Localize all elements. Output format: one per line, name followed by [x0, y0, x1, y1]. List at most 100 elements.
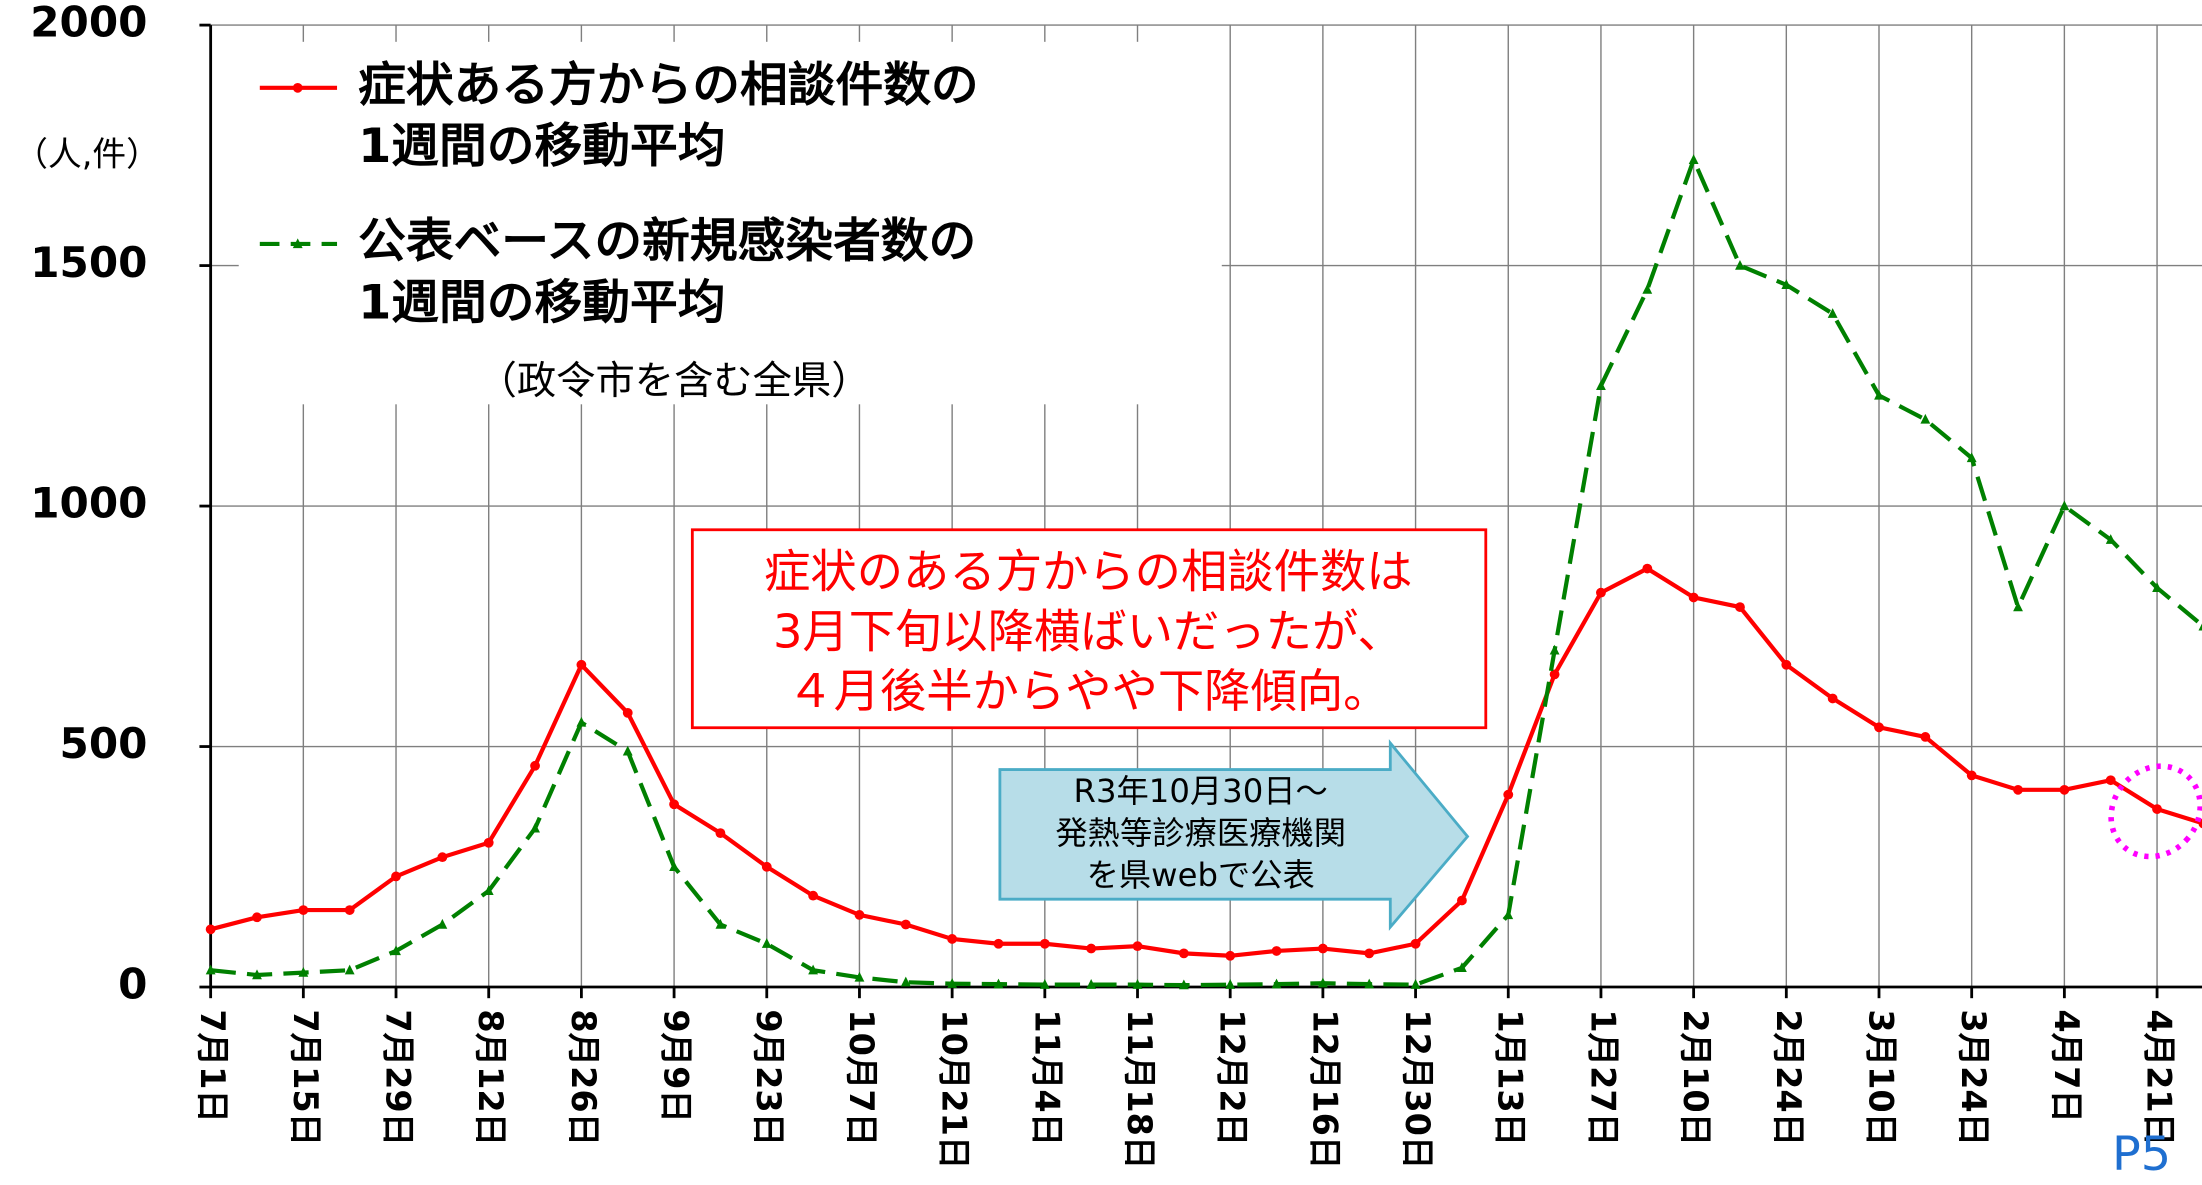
marker — [761, 861, 772, 872]
marker — [808, 890, 819, 901]
x-tick-label: 2月10日 — [1676, 1009, 1715, 1146]
marker — [576, 716, 587, 727]
marker — [2105, 534, 2116, 544]
x-tick-label: 10月21日 — [935, 1009, 974, 1169]
marker — [669, 799, 679, 810]
marker — [2013, 601, 2023, 612]
marker — [993, 978, 1004, 989]
marker — [1596, 380, 1606, 391]
marker — [292, 238, 303, 249]
y-tick-label: 0 — [118, 960, 147, 1009]
marker — [1225, 950, 1236, 961]
marker — [1549, 644, 1560, 655]
x-tick-label: 8月26日 — [564, 1009, 603, 1146]
marker — [1642, 563, 1653, 574]
x-tick-label: 4月7日 — [2047, 1009, 2086, 1122]
marker — [1410, 938, 1421, 949]
marker — [391, 871, 401, 882]
x-tick-label: 8月12日 — [471, 1009, 510, 1146]
marker — [1132, 979, 1143, 989]
series-line — [210, 566, 2202, 958]
marker — [437, 852, 448, 863]
marker — [1503, 789, 1514, 800]
x-tick-label: 7月29日 — [378, 1009, 417, 1146]
marker — [900, 919, 911, 930]
annotation: 症状のある方からの相談件数は 3月下旬以降横ばいだったが、４月後半からやや下降傾向… — [764, 544, 1413, 718]
arrow — [998, 739, 1470, 931]
marker — [205, 924, 216, 935]
marker — [1271, 978, 1282, 989]
marker — [1364, 978, 1375, 989]
series-line — [210, 154, 2202, 988]
marker — [1688, 154, 1699, 164]
data-layer — [205, 154, 2202, 990]
y-tick-label: 1000 — [30, 479, 147, 528]
marker — [252, 912, 262, 923]
marker — [2152, 804, 2162, 814]
marker — [2013, 784, 2023, 795]
marker — [2059, 500, 2070, 511]
x-tick-label: 1月13日 — [1491, 1009, 1530, 1146]
marker — [1132, 941, 1143, 952]
x-tick-label: 12月16日 — [1305, 1009, 1344, 1169]
x-tick-label: 9月9日 — [657, 1009, 696, 1122]
marker — [1920, 732, 1931, 742]
marker — [1039, 979, 1050, 989]
marker — [298, 905, 309, 915]
y-tick-label: 2000 — [30, 0, 147, 47]
x-tick-label: 2月24日 — [1769, 1009, 1808, 1146]
marker — [1966, 770, 1977, 781]
x-tick-label: 7月15日 — [286, 1009, 325, 1146]
marker — [808, 964, 819, 975]
marker — [1317, 943, 1328, 954]
marker — [1549, 669, 1560, 680]
marker — [252, 969, 262, 980]
x-tick-label: 10月7日 — [842, 1009, 881, 1146]
marker — [669, 861, 679, 871]
marker — [1456, 895, 1467, 906]
legend-background — [238, 41, 1222, 405]
x-tick-label: 9月23日 — [749, 1009, 788, 1146]
marker — [1920, 413, 1931, 424]
page-number: P5 — [2112, 1127, 2171, 1182]
x-tick-label: 3月10日 — [1861, 1009, 1900, 1146]
marker — [292, 82, 303, 93]
marker — [1735, 260, 1745, 270]
marker — [1781, 659, 1792, 670]
marker — [947, 978, 958, 988]
marker — [1827, 693, 1838, 704]
marker — [1410, 979, 1421, 989]
legend-note: （政令市を含む全県） — [478, 359, 871, 404]
marker — [2059, 784, 2070, 795]
marker — [530, 760, 540, 771]
marker — [576, 659, 587, 670]
legend-label: 症状ある方からの相談件数の 1週間の移動平均 — [358, 58, 979, 174]
marker — [483, 837, 494, 848]
marker — [1317, 977, 1328, 988]
marker — [1178, 948, 1189, 959]
marker — [2105, 775, 2116, 786]
marker — [1642, 284, 1653, 294]
marker — [1781, 279, 1792, 290]
marker — [715, 828, 726, 839]
marker — [761, 938, 772, 948]
marker — [298, 967, 309, 977]
marker — [1827, 308, 1838, 318]
marker — [483, 885, 494, 896]
marker — [344, 905, 355, 915]
marker — [715, 918, 726, 929]
highlight-circle — [2108, 763, 2202, 860]
x-tick-label: 11月4日 — [1027, 1009, 1066, 1146]
x-tick-label: 11月18日 — [1120, 1009, 1159, 1169]
marker — [1364, 948, 1375, 959]
y-tick-label: 1500 — [30, 238, 147, 287]
arrow-note: R3年10月30日～発熱等診療医療機関を県webで公表 — [1055, 772, 1346, 894]
marker — [900, 976, 911, 987]
marker — [437, 918, 448, 929]
x-tick-label: 1月27日 — [1583, 1009, 1622, 1146]
marker — [344, 964, 355, 975]
legend-label: 公表ベースの新規感染者数の 1週間の移動平均 — [358, 214, 976, 330]
annotation-box — [690, 528, 1488, 730]
